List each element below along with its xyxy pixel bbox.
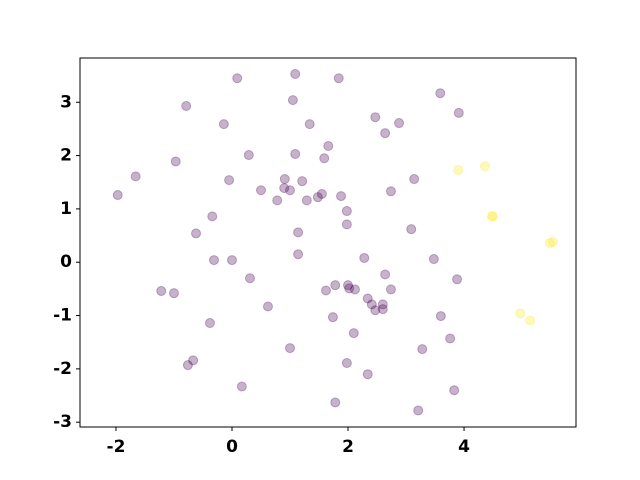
y-tick-label: 1 (60, 199, 72, 219)
point (218, 119, 229, 130)
point (168, 288, 179, 299)
point (359, 252, 370, 263)
point (112, 190, 123, 201)
point (209, 255, 220, 266)
point (343, 280, 354, 291)
point (320, 285, 331, 296)
point (547, 236, 558, 247)
point (207, 211, 218, 222)
point (156, 286, 167, 297)
point (319, 153, 330, 164)
point (243, 150, 254, 161)
point (370, 112, 381, 123)
point (279, 183, 290, 194)
y-tick-label: 0 (60, 252, 72, 272)
point (377, 304, 388, 315)
point (452, 274, 463, 285)
point (380, 269, 391, 280)
point (344, 283, 355, 294)
point (279, 174, 290, 185)
point (293, 249, 304, 260)
point (366, 299, 377, 310)
point (336, 191, 347, 202)
point (285, 185, 296, 196)
point (341, 206, 352, 217)
point (394, 118, 405, 129)
point (409, 174, 420, 185)
point (170, 156, 181, 167)
point (486, 211, 497, 222)
point (293, 227, 304, 238)
point (333, 73, 344, 84)
point (287, 95, 298, 106)
point (297, 176, 308, 187)
x-tick-label: 0 (226, 437, 238, 457)
point (385, 284, 396, 295)
point (181, 100, 192, 111)
point (348, 328, 359, 339)
y-tick-label: 2 (60, 146, 72, 166)
point (191, 228, 202, 239)
point (479, 161, 490, 172)
point (323, 140, 334, 151)
point (413, 405, 424, 416)
point (244, 273, 255, 284)
point (417, 344, 428, 355)
point (362, 369, 373, 380)
y-tick-label: 3 (60, 92, 72, 112)
point (327, 312, 338, 323)
point (525, 315, 536, 326)
point (377, 299, 388, 310)
point (232, 73, 243, 84)
point (255, 185, 266, 196)
point (406, 224, 417, 235)
point (362, 293, 373, 304)
point (435, 311, 446, 322)
x-tick-label: 4 (458, 437, 470, 457)
point (182, 360, 193, 371)
y-tick-label: -3 (53, 412, 72, 432)
point (453, 164, 464, 175)
plot-frame (79, 57, 577, 428)
point (226, 255, 237, 266)
point (349, 284, 360, 295)
point (370, 305, 381, 316)
point (449, 385, 460, 396)
point (312, 192, 323, 203)
point (445, 333, 456, 344)
point (285, 343, 296, 354)
point (385, 186, 396, 197)
point (330, 397, 341, 408)
y-tick-label: -2 (53, 359, 72, 379)
point (341, 358, 352, 369)
point (380, 128, 391, 139)
point (204, 318, 215, 329)
point (304, 119, 315, 130)
point (316, 188, 327, 199)
point (290, 68, 301, 79)
point (341, 219, 352, 230)
point (515, 308, 526, 319)
point (330, 280, 341, 291)
point (272, 195, 283, 206)
x-tick-label: -2 (107, 437, 126, 457)
point (488, 211, 499, 222)
point (188, 355, 199, 366)
y-tick-label: -1 (53, 306, 72, 326)
point (130, 171, 141, 182)
point (224, 175, 235, 186)
point (428, 254, 439, 265)
point (544, 238, 555, 249)
point (236, 381, 247, 392)
point (435, 88, 446, 99)
point (290, 148, 301, 159)
point (301, 195, 312, 206)
point (262, 301, 273, 312)
point (453, 107, 464, 118)
x-tick-label: 2 (342, 437, 354, 457)
